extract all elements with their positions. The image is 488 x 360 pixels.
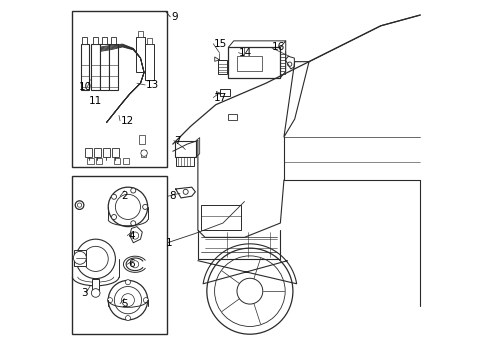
Circle shape (108, 187, 147, 226)
Circle shape (125, 280, 130, 285)
Text: 2: 2 (121, 191, 127, 201)
Text: 13: 13 (145, 80, 159, 90)
Bar (201, 205, 241, 230)
Circle shape (76, 239, 115, 279)
Bar (100, 44, 109, 90)
Circle shape (111, 215, 116, 220)
Text: 7: 7 (174, 136, 181, 145)
Text: 8: 8 (169, 191, 176, 201)
Bar (111, 37, 116, 44)
Circle shape (142, 204, 147, 210)
Circle shape (107, 298, 112, 303)
Circle shape (141, 150, 147, 156)
Circle shape (121, 294, 134, 307)
Bar (74, 250, 85, 266)
Bar (217, 60, 226, 74)
Text: 10: 10 (79, 82, 92, 92)
Text: 9: 9 (171, 12, 177, 22)
Circle shape (143, 298, 148, 303)
Circle shape (91, 289, 100, 297)
Bar (228, 47, 280, 78)
Bar (237, 56, 262, 71)
Text: 5: 5 (121, 299, 127, 309)
Circle shape (111, 194, 116, 199)
Bar (103, 148, 109, 157)
Bar (82, 37, 87, 44)
Circle shape (206, 248, 292, 334)
Text: 14: 14 (239, 48, 252, 58)
Bar (85, 148, 92, 157)
Circle shape (73, 251, 86, 264)
Circle shape (125, 316, 130, 320)
Bar (136, 37, 144, 72)
Circle shape (183, 189, 188, 194)
Text: 6: 6 (128, 259, 134, 269)
Text: 11: 11 (88, 96, 102, 106)
Text: 4: 4 (128, 231, 134, 240)
Bar (96, 158, 102, 164)
Bar (93, 37, 98, 44)
Bar (72, 176, 167, 334)
Bar (114, 158, 120, 164)
Bar (174, 140, 196, 157)
Circle shape (130, 221, 136, 226)
Text: 3: 3 (81, 288, 88, 298)
Circle shape (130, 188, 136, 193)
Bar (87, 158, 93, 164)
Bar (94, 148, 101, 157)
Bar (109, 44, 118, 90)
Bar (102, 37, 107, 44)
Bar (72, 12, 167, 167)
Bar (145, 44, 153, 80)
Bar (138, 31, 142, 37)
Circle shape (131, 261, 139, 268)
Circle shape (114, 287, 142, 314)
Bar (112, 148, 119, 157)
Circle shape (214, 256, 285, 327)
Bar (176, 157, 193, 166)
Bar (140, 150, 145, 157)
Text: 12: 12 (121, 116, 134, 126)
Bar (147, 39, 151, 44)
Bar (228, 114, 237, 120)
Bar (220, 89, 230, 96)
Circle shape (77, 203, 81, 207)
Text: 15: 15 (214, 39, 227, 49)
Circle shape (108, 280, 147, 320)
Text: 16: 16 (271, 42, 284, 52)
Circle shape (287, 62, 291, 66)
Bar (139, 135, 145, 144)
Bar (81, 44, 89, 90)
Bar (122, 158, 129, 164)
Text: 1: 1 (165, 238, 172, 248)
Circle shape (83, 246, 108, 271)
Text: 17: 17 (214, 93, 227, 103)
Circle shape (237, 278, 262, 304)
Bar (92, 279, 99, 293)
Circle shape (131, 232, 139, 239)
Circle shape (115, 194, 140, 220)
Bar (91, 44, 100, 90)
